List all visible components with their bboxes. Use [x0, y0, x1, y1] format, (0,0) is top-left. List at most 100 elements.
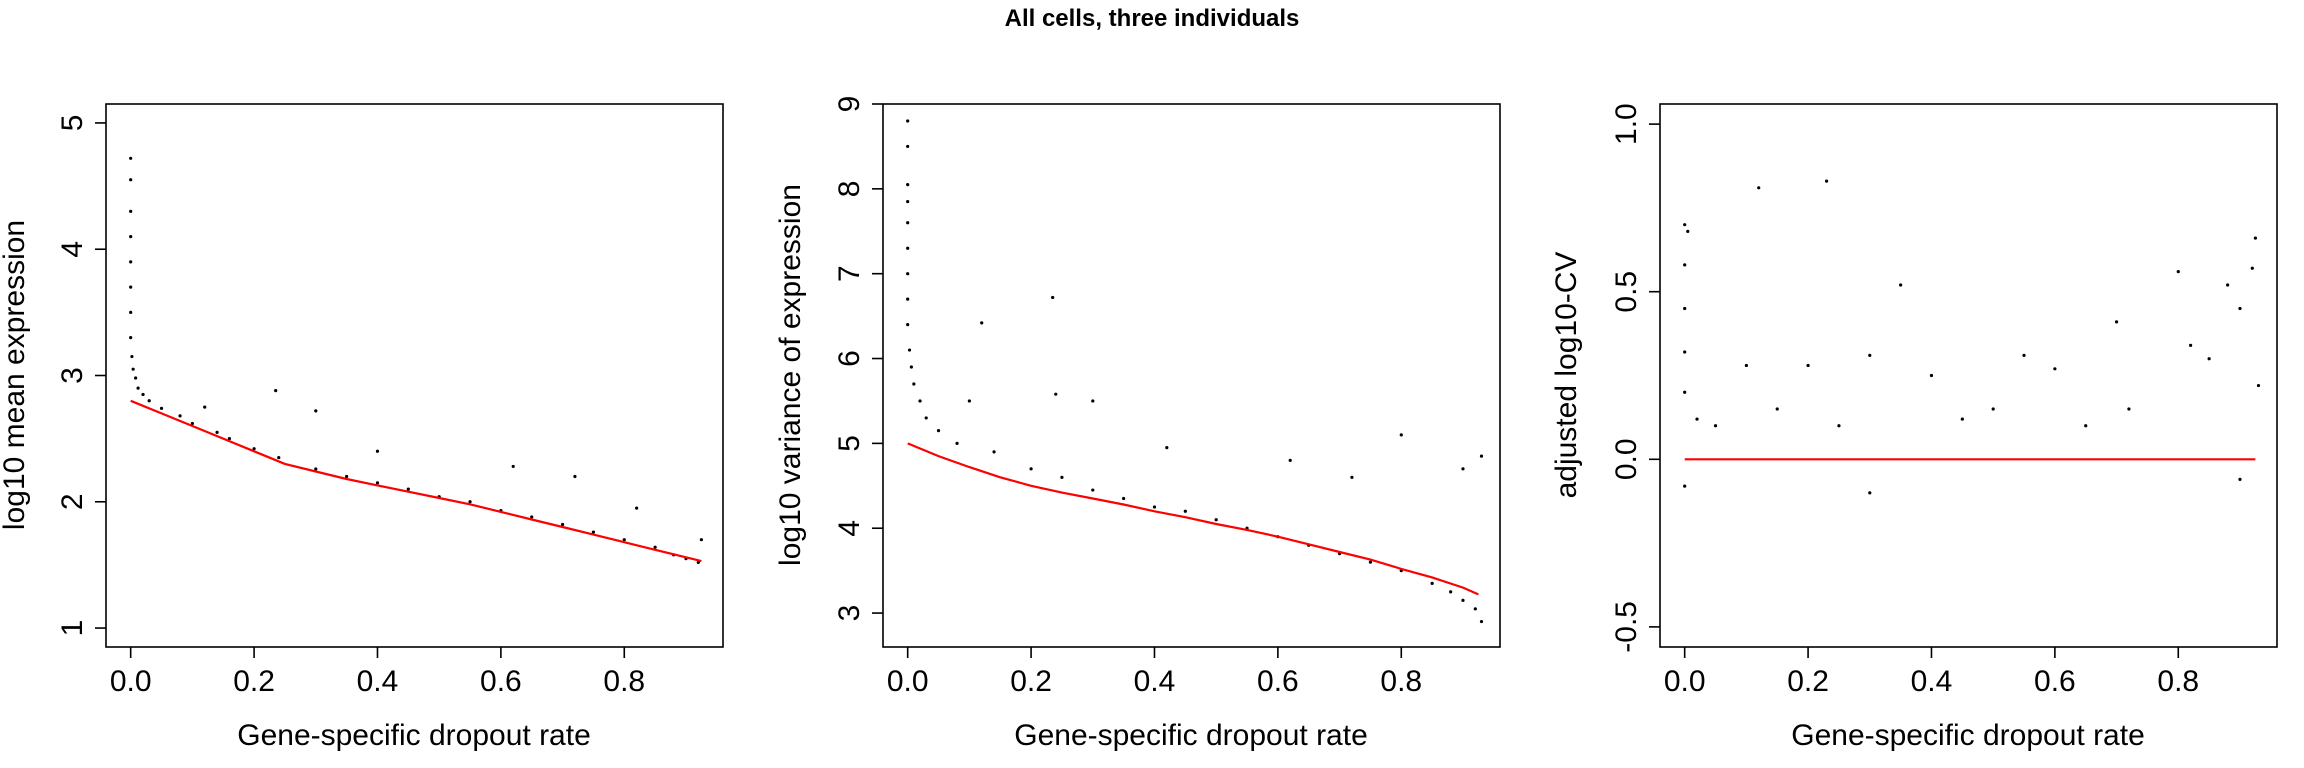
x-tick-label: 0.6: [480, 665, 522, 698]
x-axis-label: Gene-specific dropout rate: [1791, 719, 2145, 752]
plot-frame: [882, 103, 1501, 648]
x-axis-label: Gene-specific dropout rate: [1014, 719, 1368, 752]
data-point: [1430, 581, 1434, 585]
data-point: [2127, 407, 2131, 411]
y-tick-label: 3: [56, 367, 89, 384]
data-point: [906, 199, 910, 204]
x-tick-label: 0.2: [1787, 665, 1829, 698]
data-point: [1350, 475, 1354, 479]
data-point: [141, 392, 145, 397]
data-point: [178, 414, 182, 418]
data-point: [1054, 392, 1058, 396]
x-tick-label: 0.6: [1257, 665, 1299, 698]
scatter-panel-variance: 0.0 0.2 0.4 0.6 0.8 3 4 5 6 7 8 9 Gene-specific dro…: [774, 96, 1501, 752]
fit-line: [907, 442, 1479, 596]
data-point: [314, 409, 318, 413]
data-point: [2053, 367, 2057, 371]
data-point: [227, 437, 231, 441]
data-point: [936, 429, 941, 433]
data-point: [653, 545, 657, 549]
data-point: [2189, 343, 2193, 347]
x-tick-label: 0.0: [887, 665, 929, 698]
data-point: [1029, 467, 1033, 471]
data-point: [1757, 186, 1761, 190]
data-point: [1837, 424, 1841, 428]
x-tick-label: 0.6: [2034, 665, 2076, 698]
data-point: [918, 399, 922, 403]
data-point: [1991, 407, 1995, 411]
data-point: [1479, 454, 1484, 458]
data-point: [375, 481, 380, 485]
data-point: [1683, 350, 1687, 354]
data-point: [2253, 236, 2258, 240]
axis-ticks: 0.0 0.2 0.4 0.6 0.8 -0.5 0.0 0.5 1.0: [1610, 103, 2199, 698]
data-point: [912, 382, 916, 386]
data-point: [1060, 475, 1064, 479]
y-axis-label: adjusted log10-CV: [1550, 252, 1583, 499]
data-point: [2176, 269, 2180, 274]
data-point: [530, 515, 534, 519]
y-tick-label: 4: [56, 241, 89, 258]
axis-ticks: 0.0 0.2 0.4 0.6 0.8 1 2 3 4 5: [56, 115, 645, 698]
data-point: [1683, 306, 1687, 311]
x-tick-label: 0.8: [2157, 665, 2199, 698]
x-axis-label: Gene-specific dropout rate: [237, 719, 591, 752]
data-point: [1368, 560, 1373, 564]
data-point: [635, 506, 639, 510]
data-point: [215, 430, 219, 434]
data-point: [906, 322, 910, 327]
y-tick-label: -0.5: [1610, 601, 1643, 653]
data-point: [906, 272, 910, 276]
data-point: [560, 522, 565, 527]
data-point: [591, 530, 596, 534]
data-point: [1214, 518, 1218, 522]
data-point: [129, 336, 133, 340]
data-point: [2114, 320, 2119, 324]
axis-ticks: 0.0 0.2 0.4 0.6 0.8 3 4 5 6 7 8 9: [833, 96, 1422, 698]
data-point: [1899, 283, 1903, 287]
data-point: [190, 421, 194, 426]
data-point: [2238, 306, 2242, 311]
data-point: [1960, 417, 1964, 421]
data-point: [980, 321, 984, 325]
x-tick-label: 0.8: [1380, 665, 1422, 698]
data-point: [314, 467, 318, 471]
data-point: [1165, 446, 1169, 450]
data-point: [1479, 619, 1484, 624]
data-point: [375, 449, 380, 453]
data-point: [468, 500, 472, 504]
data-point: [129, 209, 133, 213]
data-point: [277, 455, 281, 460]
y-axis-label: log10 mean expression: [0, 220, 31, 530]
plot-frame: [105, 103, 724, 648]
y-tick-label: 5: [56, 115, 89, 132]
data-point: [129, 156, 133, 160]
x-tick-label: 0.4: [1134, 665, 1176, 698]
data-point: [2207, 357, 2211, 361]
y-tick-label: 5: [833, 435, 866, 452]
data-point: [906, 183, 910, 187]
data-point: [924, 416, 928, 420]
data-point: [1051, 295, 1055, 300]
data-point: [2084, 424, 2088, 428]
data-point: [1824, 179, 1829, 183]
data-point: [1288, 458, 1292, 462]
data-point: [1461, 598, 1465, 602]
data-point: [699, 538, 704, 542]
data-point: [1091, 488, 1095, 492]
data-point: [136, 386, 140, 390]
data-point: [345, 474, 349, 479]
data-point: [906, 221, 910, 225]
data-point: [1806, 363, 1810, 368]
data-point: [1473, 607, 1477, 611]
x-tick-label: 0.4: [1911, 665, 1953, 698]
x-tick-label: 0.2: [233, 665, 275, 698]
y-tick-label: 7: [833, 265, 866, 282]
data-point: [2226, 283, 2230, 287]
data-point: [131, 367, 135, 371]
data-point: [907, 348, 912, 352]
data-point: [2256, 383, 2261, 388]
scatter-panel-mean: 0.0 0.2 0.4 0.6 0.8 1 2 3 4 5 Gene-specific dropo…: [0, 103, 724, 752]
data-point: [1683, 390, 1687, 394]
y-tick-label: 1: [56, 620, 89, 637]
